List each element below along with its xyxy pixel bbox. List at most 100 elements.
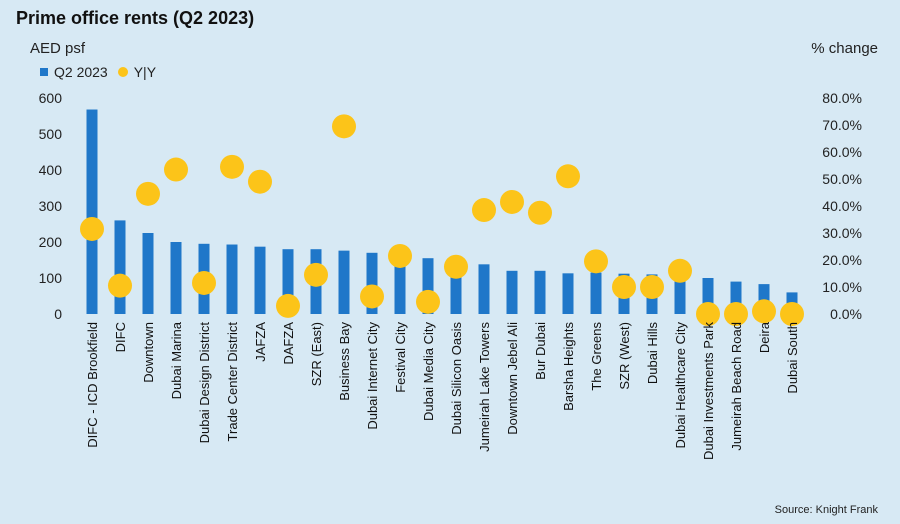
yoy-dot — [416, 289, 440, 314]
bar — [478, 264, 490, 314]
bar — [674, 276, 686, 314]
y-tick-label: 0 — [54, 306, 62, 322]
legend-bar-swatch — [40, 68, 48, 76]
yoy-dot — [388, 243, 412, 268]
category-label: Business Bay — [337, 322, 352, 401]
category-label: Dubai Silicon Oasis — [449, 322, 464, 435]
yoy-dot — [248, 169, 272, 194]
y2-tick-label: 50.0% — [822, 171, 862, 187]
legend-item-bars: Q2 2023 — [40, 64, 108, 80]
yoy-dot — [584, 249, 608, 274]
yoy-dot — [136, 181, 160, 206]
y2-tick-label: 20.0% — [822, 252, 862, 268]
right-axis-unit: % change — [811, 40, 878, 57]
legend-label-bars: Q2 2023 — [54, 64, 108, 80]
legend-item-dots: Y|Y — [117, 64, 157, 80]
category-label: Dubai Marina — [169, 321, 184, 399]
yoy-dot — [220, 154, 244, 179]
category-label: Dubai South — [785, 322, 800, 394]
y-tick-label: 100 — [39, 270, 63, 286]
yoy-dot — [528, 200, 552, 225]
bar — [170, 242, 182, 314]
yoy-dot — [724, 302, 748, 326]
yoy-dot — [556, 164, 580, 189]
category-label: SZR (East) — [309, 322, 324, 386]
category-label: Dubai Investments Park — [701, 322, 716, 461]
bar — [366, 252, 378, 314]
bar — [282, 249, 294, 314]
yoy-dot — [696, 302, 720, 326]
bar — [422, 258, 434, 314]
bar — [450, 263, 462, 314]
y-tick-label: 200 — [39, 234, 63, 250]
bar — [86, 109, 98, 315]
bar — [758, 284, 770, 314]
yoy-dot — [668, 258, 692, 283]
source-note: Source: Knight Frank — [774, 504, 878, 516]
yoy-dot — [164, 157, 188, 182]
y-tick-label: 600 — [39, 90, 63, 106]
y-tick-label: 300 — [39, 198, 63, 214]
category-label: Bur Dubai — [533, 322, 548, 380]
category-label: Jumeirah Lake Towers — [477, 322, 492, 452]
left-axis-unit: AED psf — [30, 40, 86, 57]
yoy-dot — [640, 275, 664, 299]
bar — [534, 270, 546, 314]
category-label: The Greens — [589, 322, 604, 391]
yoy-dot — [108, 273, 132, 298]
category-label: Barsha Heights — [561, 322, 576, 411]
bar — [562, 273, 574, 314]
category-label: Dubai Internet City — [365, 322, 380, 430]
bar — [338, 250, 350, 314]
yoy-dot — [472, 198, 496, 223]
y2-tick-label: 0.0% — [830, 306, 862, 322]
y2-tick-label: 60.0% — [822, 144, 862, 160]
category-label: DIFC — [113, 322, 128, 352]
category-label: SZR (West) — [617, 322, 632, 390]
bar — [142, 233, 154, 314]
legend: Q2 2023 Y|Y — [40, 64, 166, 80]
bar — [226, 244, 238, 314]
y2-tick-label: 70.0% — [822, 117, 862, 133]
category-label: Dubai Healthcare City — [673, 322, 688, 449]
category-label: Dubai Design District — [197, 322, 212, 444]
category-label: Deira — [757, 321, 772, 353]
yoy-dot — [752, 299, 776, 324]
category-label: Dubai Media City — [421, 322, 436, 421]
y-tick-label: 400 — [39, 162, 63, 178]
category-label: Downtown Jebel Ali — [505, 322, 520, 435]
category-label: DIFC - ICD Brookfield — [85, 322, 100, 448]
yoy-dot — [360, 284, 384, 309]
bar — [114, 220, 126, 314]
category-label: Trade Center District — [225, 322, 240, 442]
yoy-dot — [304, 262, 328, 287]
y2-tick-label: 80.0% — [822, 90, 862, 106]
bar — [506, 270, 518, 314]
category-label: JAFZA — [253, 322, 268, 362]
category-label: Dubai Hills — [645, 322, 660, 385]
y2-tick-label: 30.0% — [822, 225, 862, 241]
category-label: DAFZA — [281, 322, 296, 365]
y2-tick-label: 40.0% — [822, 198, 862, 214]
bar — [590, 272, 602, 314]
legend-dot-swatch — [117, 67, 128, 77]
bar — [254, 246, 266, 314]
yoy-dot — [192, 270, 216, 295]
yoy-dot — [612, 275, 636, 299]
category-label: Downtown — [141, 322, 156, 383]
chart-title: Prime office rents (Q2 2023) — [16, 8, 255, 28]
y2-tick-label: 10.0% — [822, 279, 862, 295]
yoy-dot — [500, 189, 524, 214]
category-label: Jumeirah Beach Road — [729, 322, 744, 451]
bar — [702, 278, 714, 314]
legend-label-dots: Y|Y — [133, 64, 157, 80]
yoy-dot — [276, 293, 300, 318]
bar — [730, 281, 742, 314]
yoy-dot — [444, 254, 468, 279]
category-label: Festival City — [393, 322, 408, 393]
y-tick-label: 500 — [39, 126, 63, 142]
yoy-dot — [80, 216, 104, 241]
yoy-dot — [332, 114, 356, 139]
bar — [394, 254, 406, 314]
